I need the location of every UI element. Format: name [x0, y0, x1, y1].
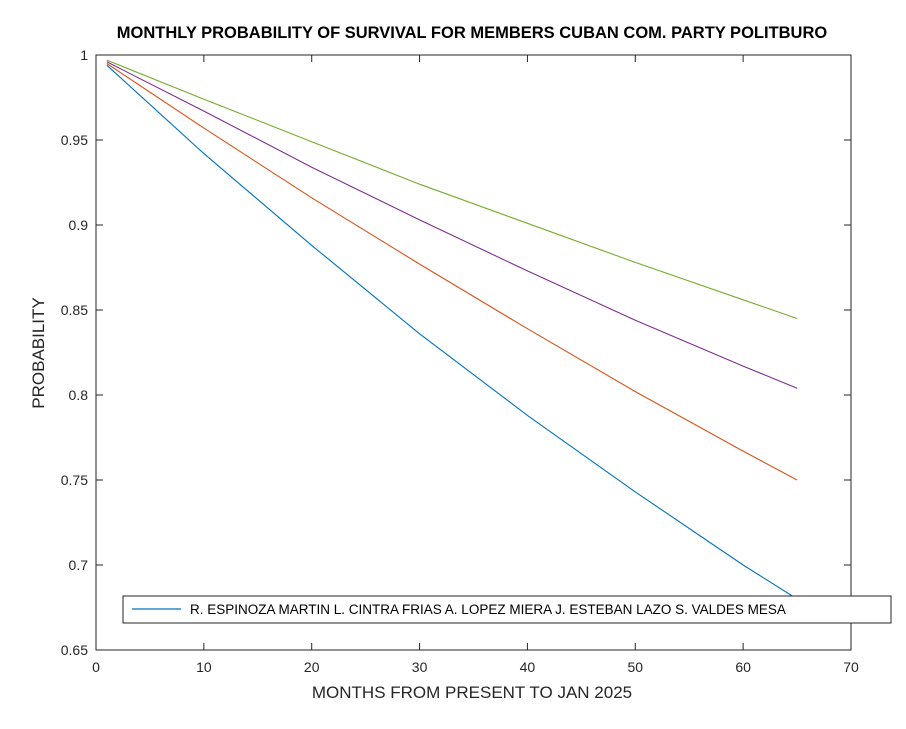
x-tick-label: 50 [627, 659, 643, 675]
plot-area: 0 10 20 30 40 50 60 70 0.65 0.7 0.75 0.8 0.85 0.9 0.95… [61, 47, 859, 675]
x-tick-label: 60 [735, 659, 751, 675]
axes-box [95, 54, 852, 651]
legend: R. ESPINOZA MARTIN L. CINTRA FRIAS A. LO… [122, 595, 892, 624]
series-line-4 [106, 59, 798, 320]
y-tick-label: 0.75 [61, 472, 88, 488]
x-tick-label: 10 [196, 659, 212, 675]
y-tick-label: 0.95 [61, 132, 88, 148]
x-tick-label: 0 [92, 659, 100, 675]
y-tick-label: 0.65 [61, 642, 88, 658]
x-tick-label: 40 [520, 659, 536, 675]
y-tick-label: 0.85 [61, 302, 88, 318]
legend-entry-text: R. ESPINOZA MARTIN L. CINTRA FRIAS A. LO… [190, 602, 786, 617]
x-tick-label: 30 [412, 659, 428, 675]
x-tick-label: 20 [304, 659, 320, 675]
x-tick-label: 70 [843, 659, 859, 675]
series-line-1 [106, 64, 798, 600]
y-tick-label: 0.8 [69, 387, 89, 403]
legend-box [122, 595, 892, 624]
series-line-3 [106, 61, 798, 389]
y-tick-label: 0.9 [69, 217, 89, 233]
y-tick-label: 1 [80, 47, 88, 63]
chart-title: MONTHLY PROBABILITY OF SURVIVAL FOR MEMB… [117, 24, 828, 42]
y-axis-label: PROBABILITY [29, 297, 48, 408]
x-axis-label: MONTHS FROM PRESENT TO JAN 2025 [312, 683, 632, 702]
series-line-2 [106, 63, 798, 481]
y-tick-label: 0.7 [69, 557, 89, 573]
